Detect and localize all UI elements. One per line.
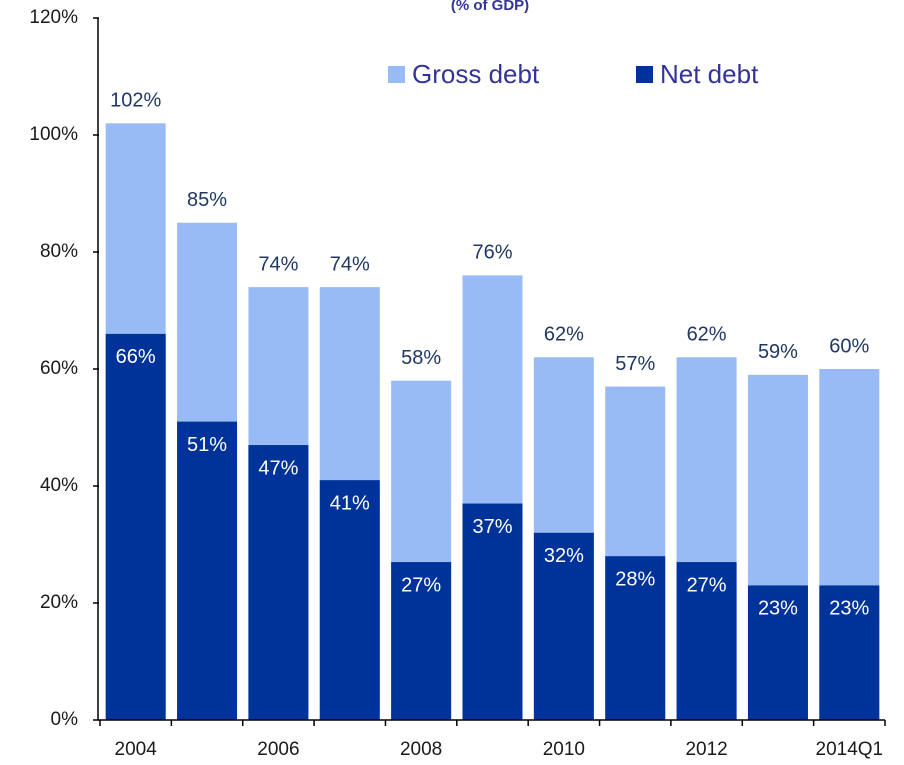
y-tick-label: 20% [40,592,78,613]
bar [462,503,523,720]
value-label: 74% [330,253,370,275]
value-label: 47% [258,457,298,479]
value-label: 51% [187,434,227,456]
y-tick-label: 0% [51,709,79,730]
bar [248,445,309,720]
value-label: 85% [187,189,227,211]
bar [605,556,666,720]
x-tick-label: 2010 [543,739,585,760]
value-label: 59% [758,341,798,363]
x-tick-label: 2014Q1 [816,739,884,760]
value-label: 62% [687,324,727,346]
legend-label: Gross debt [412,59,540,89]
value-label: 57% [615,353,655,375]
value-label: 58% [401,347,441,369]
chart-subtitle: (% of GDP) [451,0,529,14]
value-label: 27% [401,574,441,596]
value-label: 102% [110,90,161,112]
value-label: 74% [258,253,298,275]
y-tick-label: 40% [40,475,78,496]
bar [391,562,452,720]
value-label: 37% [472,516,512,538]
x-tick-label: 2006 [257,739,299,760]
legend-swatch [388,66,405,83]
y-tick-label: 80% [40,241,78,262]
bar [105,333,166,720]
bar [676,562,737,720]
y-tick-label: 120% [29,7,78,28]
value-label: 41% [330,492,370,514]
x-tick-label: 2012 [685,739,727,760]
value-label: 62% [544,324,584,346]
value-label: 32% [544,545,584,567]
y-tick-label: 100% [29,124,78,145]
legend-label: Net debt [660,59,759,89]
bar [319,480,380,720]
legend-swatch [636,66,653,83]
value-label: 27% [687,574,727,596]
value-label: 76% [472,242,512,264]
bar [533,532,594,720]
y-tick-label: 60% [40,358,78,379]
value-label: 60% [829,335,869,357]
value-label: 23% [829,598,869,620]
value-label: 28% [615,568,655,590]
x-tick-label: 2008 [400,739,442,760]
bar [819,585,880,720]
value-label: 23% [758,598,798,620]
bar [747,585,808,720]
x-tick-label: 2004 [115,739,158,760]
bar [177,421,238,720]
value-label: 66% [116,346,156,368]
